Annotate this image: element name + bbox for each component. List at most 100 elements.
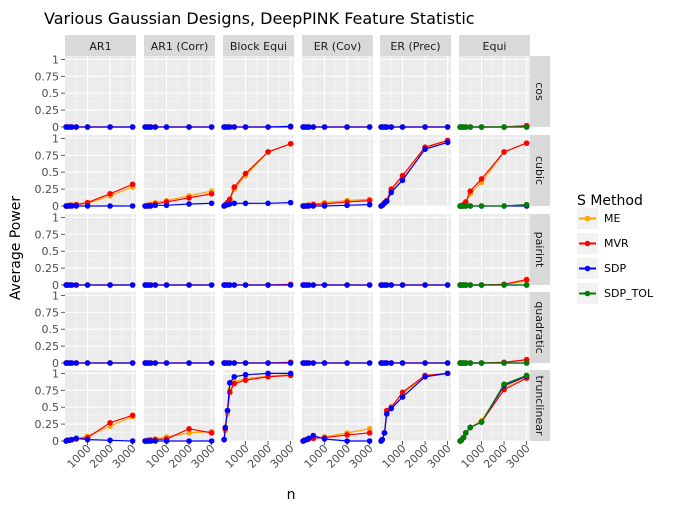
data-point: [388, 360, 395, 366]
data-point: [186, 426, 192, 432]
data-point: [366, 124, 373, 130]
data-point: [129, 438, 136, 444]
panel-background: [65, 135, 136, 206]
y-tick-label: 0.5: [42, 323, 60, 336]
data-point: [163, 282, 170, 288]
data-point: [366, 426, 373, 432]
data-point: [344, 202, 350, 209]
data-point: [163, 202, 170, 209]
data-point: [444, 370, 451, 377]
y-tick-label: 0: [52, 200, 59, 213]
data-point: [107, 419, 113, 426]
series-sdp: [221, 199, 294, 209]
x-axis-title: n: [287, 487, 296, 503]
panel-background: [144, 370, 215, 441]
series-sdp: [300, 201, 373, 209]
col-strip-bg: [65, 35, 136, 56]
data-point: [444, 139, 451, 146]
data-point: [310, 124, 317, 130]
panel-pairint-equi: [457, 214, 530, 288]
y-tick-label: 1: [52, 53, 59, 66]
data-point: [399, 124, 406, 130]
data-point: [287, 123, 294, 130]
row-strip-label: cos: [533, 82, 546, 101]
series-sdp: [378, 370, 451, 444]
data-point: [129, 360, 136, 366]
panel-background: [223, 135, 294, 206]
data-point: [226, 196, 233, 203]
panel-cos-block-equi: [221, 56, 294, 130]
col-strip-label: AR1 (Corr): [151, 40, 209, 53]
series-sdp: [300, 282, 373, 288]
data-point: [422, 282, 428, 288]
data-point: [208, 360, 215, 366]
series-sdp: [142, 200, 215, 209]
data-point: [310, 203, 317, 209]
col-strip-ar1-corr: AR1 (Corr): [144, 35, 215, 56]
data-point: [467, 424, 474, 431]
col-strip-label: Block Equi: [230, 40, 287, 53]
panel-quadratic-er-cov: [300, 292, 373, 366]
y-tick-label: 0: [52, 357, 59, 370]
series-sdp: [300, 360, 373, 366]
panel-background: [302, 292, 373, 363]
data-point: [399, 389, 406, 396]
data-point: [467, 203, 474, 209]
series-sdp: [221, 360, 294, 366]
data-point: [84, 203, 91, 209]
data-point: [186, 430, 192, 436]
data-point: [107, 203, 113, 209]
data-point: [231, 124, 238, 130]
x-tick-label: 2000: [245, 442, 274, 471]
data-point: [107, 360, 113, 366]
y-tick-label: 0.25: [35, 183, 60, 196]
data-point: [73, 435, 80, 442]
data-point: [129, 124, 136, 130]
data-point: [265, 360, 271, 366]
data-point: [462, 282, 469, 288]
data-point: [422, 373, 428, 380]
data-point: [467, 124, 474, 130]
panel-pairint-er-prec: [378, 214, 451, 288]
data-point: [321, 436, 328, 442]
x-tick-label: 3000: [504, 442, 533, 471]
series-sdp: [300, 432, 373, 444]
panel-background: [459, 214, 530, 285]
y-tick-label: 0.25: [35, 340, 60, 353]
data-point: [444, 124, 451, 130]
panel-quadratic-ar1-corr: [142, 292, 215, 366]
data-point: [147, 124, 154, 130]
series-sdp-tol: [457, 372, 530, 444]
col-strip-er-prec: ER (Prec): [380, 35, 451, 56]
data-point: [344, 282, 350, 288]
panel-cos-ar1: 0 0.25 0.5 0.75 1: [35, 53, 136, 134]
row-strip-pairint: pairint: [530, 214, 550, 285]
panel-quadratic-ar1: 0 0.25 0.5 0.75 1: [35, 289, 136, 370]
data-point: [163, 124, 170, 130]
series-sdp: [142, 360, 215, 366]
panel-cubic-ar1: 0 0.25 0.5 0.75 1: [35, 132, 136, 213]
y-tick-label: 0: [52, 279, 59, 292]
series-sdp: [378, 282, 451, 288]
legend-key-marker: [584, 215, 591, 222]
col-strip-bg: [144, 35, 215, 56]
data-point: [467, 282, 474, 288]
col-strip-bg: [459, 35, 530, 56]
series-sdp-tol: [457, 360, 530, 366]
series-sdp: [221, 282, 294, 288]
y-tick-label: 0.75: [35, 149, 60, 162]
data-point: [462, 124, 469, 130]
data-point: [208, 191, 215, 197]
legend-item-sdp: SDP: [577, 258, 626, 279]
data-point: [501, 282, 507, 288]
panel-cos-equi: [457, 56, 530, 130]
panel-background: [459, 292, 530, 363]
data-point: [147, 282, 154, 288]
x-tick-label: 1000: [380, 442, 409, 471]
x-tick-label: 3000: [268, 442, 297, 471]
data-point: [107, 282, 113, 288]
facet-panels: AR1 AR1 (Corr) Block Equi ER (Cov) ER (Prec)…: [35, 35, 550, 471]
col-strip-ar1: AR1: [65, 35, 136, 56]
